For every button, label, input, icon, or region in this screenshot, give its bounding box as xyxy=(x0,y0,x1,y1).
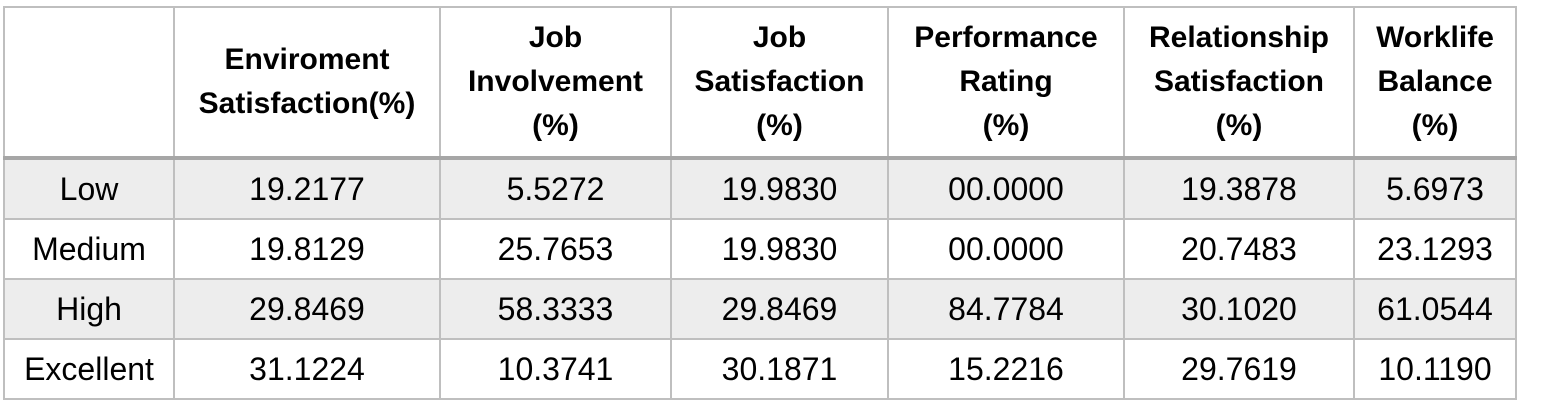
table-cell: 19.8129 xyxy=(173,218,441,280)
table-cell: 00.0000 xyxy=(887,157,1125,220)
table-cell: 19.3878 xyxy=(1123,157,1355,220)
data-table-container: Enviroment Satisfaction(%) Job Involvement… xyxy=(3,6,1517,400)
table-cell: 10.1190 xyxy=(1353,338,1517,400)
table-cell: 61.0544 xyxy=(1353,278,1517,340)
table-cell: 25.7653 xyxy=(439,218,672,280)
table-row-high: High 29.8469 58.3333 29.8469 84.7784 30.… xyxy=(3,278,1517,340)
column-header-worklife-balance: Worklife Balance (%) xyxy=(1353,6,1517,160)
table-cell: 19.2177 xyxy=(173,157,441,220)
table-cell: 15.2216 xyxy=(887,338,1125,400)
column-header-job-satisfaction: Job Satisfaction (%) xyxy=(670,6,889,160)
table-cell: 31.1224 xyxy=(173,338,441,400)
table-cell: 20.7483 xyxy=(1123,218,1355,280)
table-cell: 84.7784 xyxy=(887,278,1125,340)
table-cell: 10.3741 xyxy=(439,338,672,400)
row-label: Excellent xyxy=(3,338,175,400)
table-cell: 30.1871 xyxy=(670,338,889,400)
corner-header-cell xyxy=(3,6,175,160)
table-cell: 5.5272 xyxy=(439,157,672,220)
table-row-medium: Medium 19.8129 25.7653 19.9830 00.0000 2… xyxy=(3,218,1517,280)
table-cell: 00.0000 xyxy=(887,218,1125,280)
satisfaction-table: Enviroment Satisfaction(%) Job Involvement… xyxy=(3,6,1517,400)
header-row: Enviroment Satisfaction(%) Job Involvement… xyxy=(3,6,1517,160)
table-cell: 5.6973 xyxy=(1353,157,1517,220)
table-cell: 58.3333 xyxy=(439,278,672,340)
table-cell: 29.8469 xyxy=(670,278,889,340)
table-cell: 29.7619 xyxy=(1123,338,1355,400)
table-cell: 29.8469 xyxy=(173,278,441,340)
table-cell: 30.1020 xyxy=(1123,278,1355,340)
table-cell: 23.1293 xyxy=(1353,218,1517,280)
column-header-performance-rating: Performance Rating (%) xyxy=(887,6,1125,160)
column-header-enviroment-satisfaction: Enviroment Satisfaction(%) xyxy=(173,6,441,160)
row-label: Low xyxy=(3,157,175,220)
table-row-low: Low 19.2177 5.5272 19.9830 00.0000 19.38… xyxy=(3,157,1517,220)
column-header-relationship-satisfaction: Relationship Satisfaction (%) xyxy=(1123,6,1355,160)
table-cell: 19.9830 xyxy=(670,218,889,280)
table-cell: 19.9830 xyxy=(670,157,889,220)
row-label: High xyxy=(3,278,175,340)
row-label: Medium xyxy=(3,218,175,280)
table-row-excellent: Excellent 31.1224 10.3741 30.1871 15.221… xyxy=(3,338,1517,400)
column-header-job-involvement: Job Involvement (%) xyxy=(439,6,672,160)
